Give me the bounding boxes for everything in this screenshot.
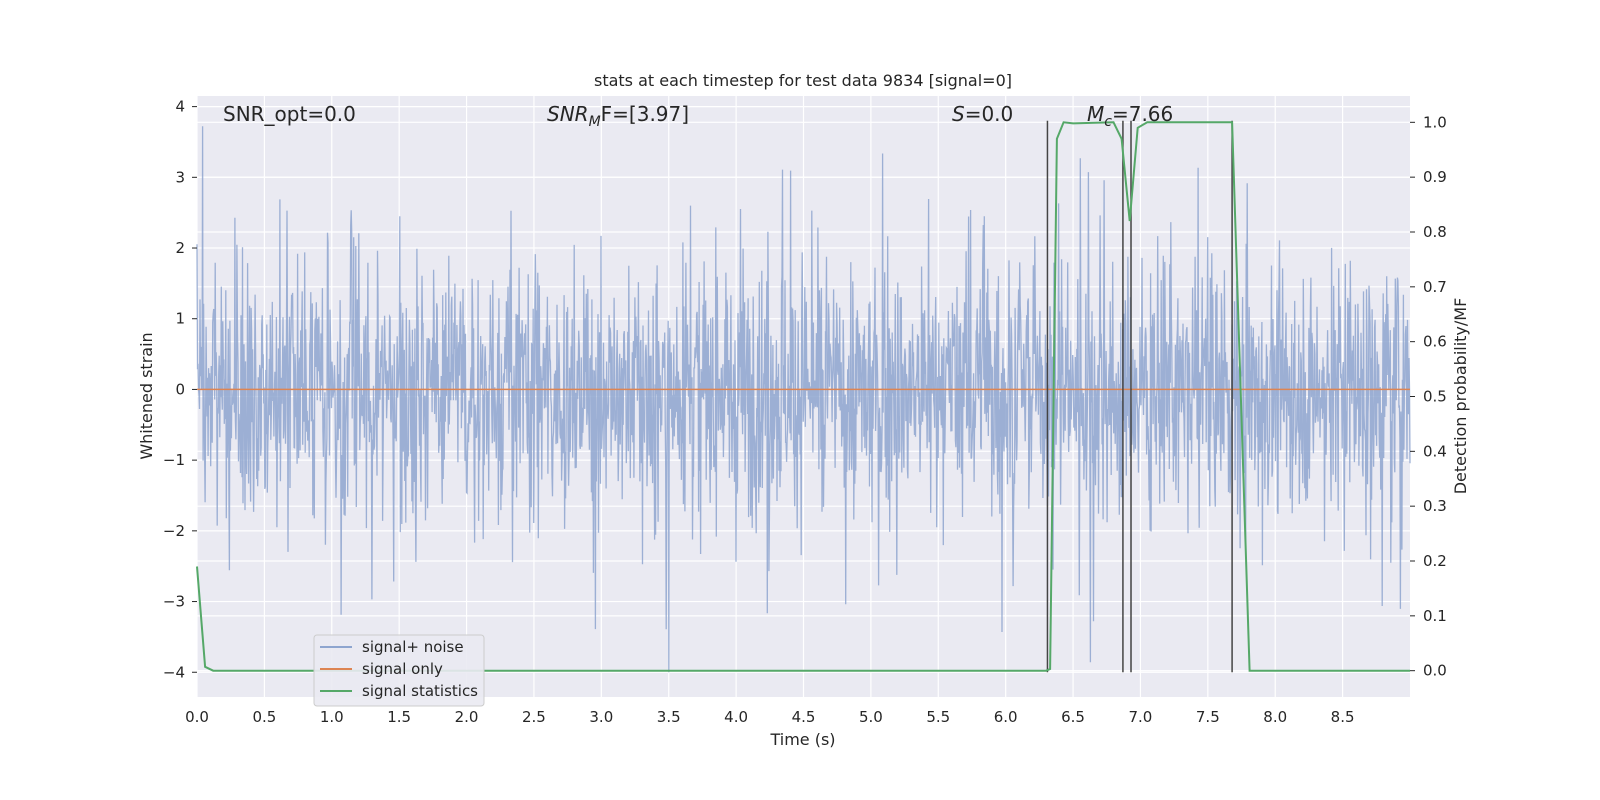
signal-noise-line [196,126,1411,673]
x-tick-label: 7.5 [1196,708,1220,726]
legend-label-signal-noise: signal+ noise [362,638,464,656]
legend: signal+ noise signal only signal statist… [313,634,485,707]
x-ticks: 0.0 0.5 1.0 1.5 2.0 2.5 3.0 3.5 4.0 4.5 5.0 5.5 6.0 6… [185,708,1354,726]
annotation-mc-sub: c [1104,114,1112,130]
y2-tick-label: 0.3 [1423,497,1447,515]
annotation-mc-rest: =7.66 [1112,102,1173,126]
x-tick-label: 5.0 [859,708,883,726]
x-tick-label: 6.5 [1061,708,1085,726]
y2-tick-label: 0.8 [1423,223,1447,241]
x-tick-label: 2.5 [522,708,546,726]
x-tick-label: 0.0 [185,708,209,726]
y2-axis-label: Detection probability/MF [1451,298,1470,495]
annotation-s: S=0.0 [952,102,1013,126]
annotation-snr-mf-main: SNR [547,102,589,126]
annotation-snr-mf: SNRMF=[3.97] [547,102,689,130]
signal-statistics-series [196,121,1410,672]
y2-tick-label: 0.4 [1423,442,1447,460]
x-tick-label: 8.0 [1263,708,1287,726]
y-tick-label: −3 [163,593,185,611]
x-tick-label: 3.5 [657,708,681,726]
y-axis-label: Whitened strain [137,332,156,459]
x-axis-label: Time (s) [769,730,835,749]
x-tick-label: 1.5 [387,708,411,726]
annotation-mc-main: M [1087,102,1104,126]
y2-tick-label: 0.7 [1423,278,1447,296]
x-tick-label: 3.0 [589,708,613,726]
y2-tick-label: 1.0 [1423,113,1447,131]
y-tick-label: 3 [175,168,185,186]
x-tick-label: 7.0 [1129,708,1153,726]
signal-noise-series [196,126,1411,673]
annotation-snr-mf-rest: F=[3.97] [601,102,689,126]
x-tick-label: 0.5 [252,708,276,726]
x-tick-label: 1.0 [320,708,344,726]
y-tick-label: 1 [175,310,185,328]
x-tick-label: 5.5 [926,708,950,726]
legend-label-signal-only: signal only [362,660,443,678]
x-tick-label: 6.0 [994,708,1018,726]
y2-tick-label: 0.2 [1423,552,1447,570]
y-tick-label: −4 [163,663,185,681]
y2-tick-label: 0.6 [1423,333,1447,351]
y-tick-label: −1 [163,451,185,469]
x-tick-label: 2.0 [455,708,479,726]
x-tick-label: 4.0 [724,708,748,726]
annotation-snr-opt: SNR_opt=0.0 [223,102,356,126]
annotation-s-main: S [952,102,965,126]
x-tick-label: 4.5 [792,708,816,726]
y-tick-label: −2 [163,522,185,540]
legend-label-signal-statistics: signal statistics [362,682,478,700]
y2-tick-label: 0.9 [1423,168,1447,186]
signal-statistics-line [196,121,1410,672]
y-tick-label: 2 [175,239,185,257]
y2-tick-label: 0.1 [1423,607,1447,625]
y2-tick-label: 0.0 [1423,662,1447,680]
x-tick-label: 8.5 [1331,708,1355,726]
chart-title: stats at each timestep for test data 983… [594,71,1012,90]
annotation-snr-mf-sub: M [589,114,601,130]
annotation-mc: Mc=7.66 [1087,102,1173,130]
annotation-s-rest: =0.0 [965,102,1014,126]
y2-ticks: 0.0 0.1 0.2 0.3 0.4 0.5 0.6 0.7 0.8 0.9 1.0 [1410,113,1447,680]
y-ticks: −4 −3 −2 −1 0 1 2 3 4 [163,98,197,681]
y2-tick-label: 0.5 [1423,388,1447,406]
y-tick-label: 0 [175,380,185,398]
y-tick-label: 4 [175,98,185,116]
legend-box [313,634,485,707]
